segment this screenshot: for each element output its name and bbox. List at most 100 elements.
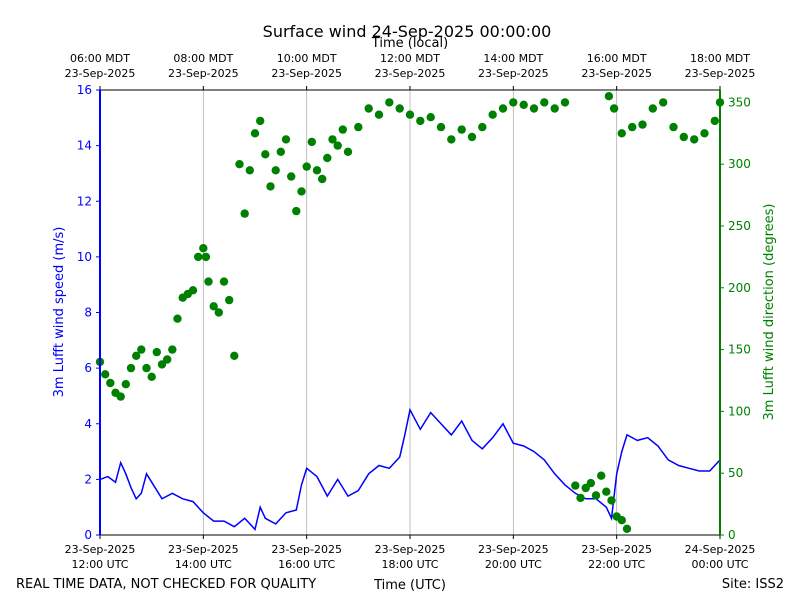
- bottom-tick-time: 22:00 UTC: [588, 558, 645, 571]
- wind-direction-point: [201, 252, 211, 262]
- wind-direction-point: [586, 478, 595, 488]
- wind-direction-point: [230, 351, 239, 360]
- wind-direction-point: [188, 286, 198, 295]
- wind-direction-point: [669, 122, 678, 132]
- wind-direction-point: [199, 244, 208, 253]
- left-tick-label: 6: [84, 361, 92, 375]
- top-tick-date: 23-Sep-2025: [375, 67, 446, 80]
- wind-direction-point: [235, 160, 244, 169]
- right-tick-label: 50: [728, 466, 743, 480]
- left-tick-label: 2: [84, 472, 92, 486]
- wind-direction-point: [604, 92, 614, 101]
- right-tick-label: 0: [728, 528, 736, 542]
- bottom-tick-date: 23-Sep-2025: [168, 543, 239, 556]
- top-tick-date: 23-Sep-2025: [478, 67, 549, 80]
- wind-direction-point: [648, 104, 657, 113]
- wind-direction-point: [121, 380, 130, 389]
- wind-direction-point: [529, 104, 539, 113]
- bottom-tick-time: 20:00 UTC: [485, 558, 542, 571]
- wind-direction-point: [106, 378, 115, 388]
- right-tick-label: 300: [728, 157, 751, 171]
- wind-direction-point: [250, 129, 260, 138]
- wind-direction-point: [659, 98, 668, 107]
- bottom-tick-time: 12:00 UTC: [71, 558, 128, 571]
- top-tick-time: 18:00 MDT: [690, 52, 750, 65]
- wind-direction-series: [95, 92, 725, 533]
- wind-direction-point: [679, 132, 688, 142]
- wind-direction-point: [142, 363, 151, 373]
- wind-direction-point: [622, 524, 632, 533]
- left-tick-label: 8: [84, 306, 92, 320]
- wind-direction-point: [256, 116, 265, 126]
- wind-direction-point: [194, 252, 203, 262]
- grid-lines: [202, 90, 618, 535]
- wind-direction-point: [333, 141, 342, 150]
- wind-direction-point: [607, 496, 616, 505]
- wind-direction-point: [478, 122, 487, 132]
- wind-direction-point: [519, 100, 528, 110]
- top-tick-time: 08:00 MDT: [173, 52, 233, 65]
- wind-direction-point: [292, 206, 301, 216]
- wind-direction-point: [571, 481, 580, 490]
- right-tick-label: 250: [728, 219, 751, 233]
- left-tick-label: 16: [77, 83, 92, 97]
- wind-speed-line: [99, 407, 721, 531]
- right-axis-label: 3m Lufft wind direction (degrees): [762, 204, 777, 421]
- right-tick-label: 150: [728, 343, 751, 357]
- wind-direction-point: [152, 347, 161, 357]
- top-tick-date: 23-Sep-2025: [65, 67, 136, 80]
- wind-direction-point: [261, 150, 270, 159]
- wind-direction-point: [173, 314, 182, 323]
- wind-direction-point: [628, 122, 637, 132]
- wind-direction-point: [147, 372, 156, 381]
- wind-direction-point: [457, 125, 466, 134]
- wind-direction-point: [116, 392, 125, 401]
- wind-direction-point: [312, 166, 322, 175]
- wind-direction-point: [488, 110, 497, 119]
- wind-direction-point: [297, 187, 306, 196]
- wind-direction-point: [617, 129, 626, 138]
- wind-direction-point: [364, 104, 373, 113]
- bottom-tick-date: 23-Sep-2025: [581, 543, 652, 556]
- wind-direction-point: [540, 98, 549, 107]
- wind-direction-point: [426, 113, 435, 122]
- bottom-tick-date: 23-Sep-2025: [65, 543, 136, 556]
- wind-direction-point: [385, 98, 394, 107]
- left-axis-label: 3m Lufft wind speed (m/s): [52, 227, 67, 398]
- top-tick-time: 16:00 MDT: [587, 52, 647, 65]
- wind-direction-point: [287, 172, 296, 181]
- top-tick-time: 10:00 MDT: [277, 52, 337, 65]
- wind-direction-point: [602, 487, 611, 496]
- top-tick-time: 06:00 MDT: [70, 52, 130, 65]
- left-tick-label: 12: [77, 194, 92, 208]
- bottom-tick-date: 24-Sep-2025: [685, 543, 756, 556]
- wind-direction-point: [576, 493, 585, 503]
- wind-direction-point: [700, 129, 709, 138]
- axes: 23-Sep-2025 12:00 UTC 23-Sep-2025 14:00 UTC…: [65, 52, 756, 571]
- wind-direction-point: [416, 116, 425, 126]
- right-tick-label: 350: [728, 95, 751, 109]
- wind-direction-point: [219, 277, 229, 286]
- wind-direction-point: [214, 308, 223, 317]
- top-tick-date: 23-Sep-2025: [168, 67, 239, 80]
- wind-direction-point: [307, 137, 316, 147]
- wind-direction-point: [498, 104, 508, 113]
- bottom-tick-time: 16:00 UTC: [278, 558, 335, 571]
- wind-direction-point: [591, 491, 601, 500]
- wind-speed-series: [99, 407, 721, 531]
- wind-direction-point: [690, 135, 699, 144]
- wind-direction-point: [447, 135, 456, 144]
- wind-direction-point: [405, 110, 415, 119]
- wind-direction-point: [343, 147, 353, 156]
- wind-direction-point: [266, 182, 275, 191]
- wind-direction-point: [354, 122, 363, 132]
- bottom-tick-date: 23-Sep-2025: [271, 543, 342, 556]
- chart-title: Surface wind 24-Sep-2025 00:00:00: [263, 22, 552, 41]
- right-tick-label: 100: [728, 404, 751, 418]
- top-tick-time: 12:00 MDT: [380, 52, 440, 65]
- top-tick-date: 23-Sep-2025: [271, 67, 342, 80]
- top-tick-time: 14:00 MDT: [483, 52, 543, 65]
- bottom-tick-date: 23-Sep-2025: [478, 543, 549, 556]
- wind-direction-point: [597, 471, 606, 480]
